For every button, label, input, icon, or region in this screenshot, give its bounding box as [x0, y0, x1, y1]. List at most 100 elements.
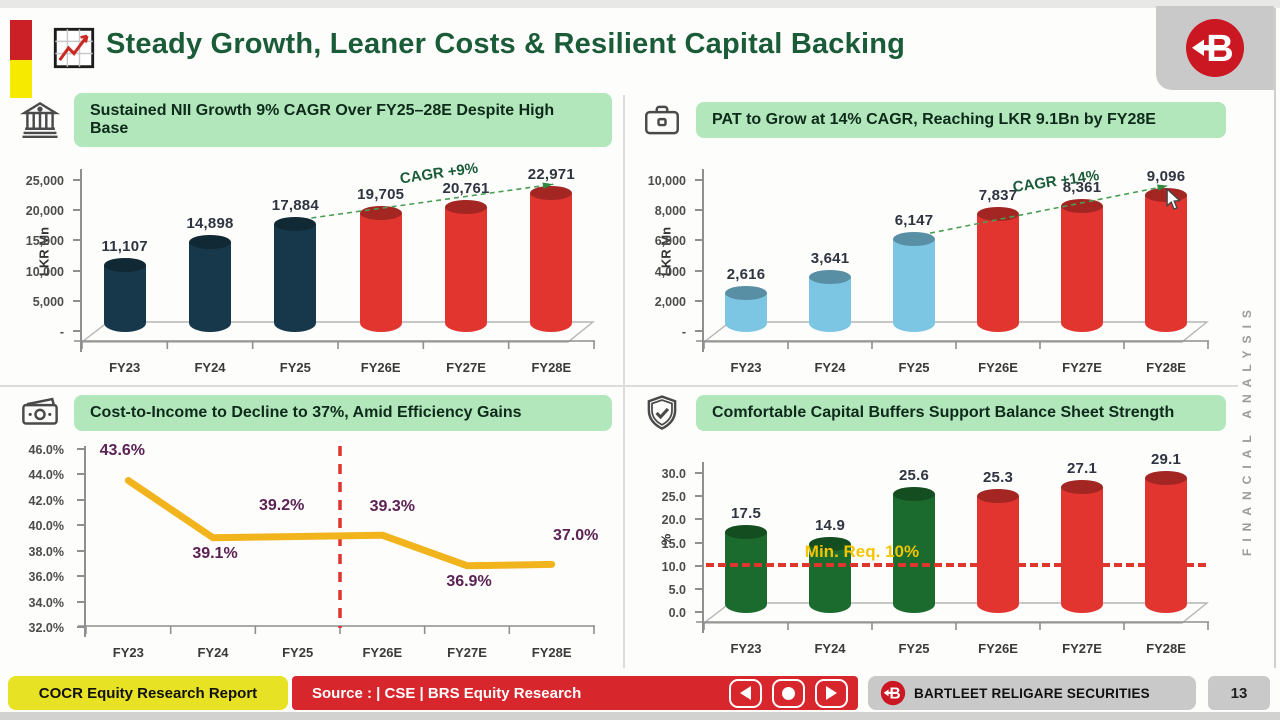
- y-tick-label: 4,000: [654, 264, 686, 279]
- y-tick-mark: [695, 495, 703, 498]
- bar-body: [359, 212, 402, 332]
- banknote-icon: [16, 390, 64, 436]
- bar-value-label: 20,761: [442, 179, 490, 197]
- y-tick-mark: [73, 299, 81, 302]
- y-tick-label: 20.0: [661, 513, 686, 528]
- point-value-label: 39.1%: [192, 544, 238, 562]
- bar-FY24: [809, 536, 851, 613]
- y-tick-mark: [695, 179, 703, 181]
- bar-top-ellipse: [977, 488, 1019, 503]
- x-tick-label: FY28E: [1146, 641, 1186, 656]
- prev-button[interactable]: [729, 678, 762, 708]
- bar-body: [809, 543, 851, 613]
- y-tick-mark: [695, 239, 703, 242]
- plot-area-nii: 11,107 FY23 14,898 FY24 17,884 FY25 19,705 FY26…: [73, 160, 595, 375]
- y-tick-mark: [695, 541, 703, 544]
- bar-value-label: 14.9: [815, 516, 845, 534]
- chart-panel-capital: Comfortable Capital Buffers Support Bala…: [630, 388, 1234, 664]
- y-tick-mark: [73, 269, 81, 272]
- y-tick-label: 40.0%: [28, 519, 64, 534]
- chart-panel-cost-to-income: Cost-to-Income to Decline to 37%, Amid E…: [8, 388, 620, 670]
- y-tick-label: 5,000: [32, 294, 64, 309]
- bar-value-label: 8,361: [1062, 178, 1102, 196]
- bar-body: [1061, 205, 1103, 332]
- x-tick-label: FY23: [109, 360, 141, 375]
- min-requirement-label: Min. Req. 10%: [804, 541, 920, 561]
- bar-FY25: [893, 487, 935, 613]
- next-button[interactable]: [815, 678, 848, 708]
- bartleet-b-logo-icon: B: [1186, 19, 1244, 77]
- x-tick-label: FY26E: [362, 645, 403, 660]
- y-tick-label: 38.0%: [28, 544, 64, 559]
- stop-button[interactable]: [772, 678, 805, 708]
- bar-top-ellipse: [359, 205, 402, 220]
- y-axis-line: [84, 446, 86, 637]
- x-tick-label: FY28E: [531, 360, 572, 375]
- x-axis-line: [696, 340, 1209, 349]
- x-tick-label: FY28E: [1146, 360, 1186, 375]
- title-accent-red: [10, 20, 32, 60]
- x-tick-label: FY26E: [360, 360, 401, 375]
- y-tick-label: -: [681, 325, 686, 339]
- bar-FY26E: [359, 205, 402, 332]
- bar-value-label: 3,641: [810, 250, 850, 268]
- y-tick-mark: [77, 448, 85, 450]
- bar-value-label: 27.1: [1067, 460, 1097, 478]
- plot-area-cost-to-income: 43.6% FY23 39.1% FY24 39.2% FY25 39.3% FY26E 36.…: [77, 442, 598, 660]
- y-tick-label: 10.0: [661, 559, 686, 574]
- cagr-arrow: [311, 182, 554, 219]
- y-axis-line: [80, 169, 82, 352]
- bar-top-ellipse: [977, 206, 1019, 221]
- x-axis-line: [74, 340, 595, 349]
- y-tick-label: 44.0%: [28, 468, 64, 483]
- chart-title-cost-to-income: Cost-to-Income to Decline to 37%, Amid E…: [74, 395, 612, 431]
- y-tick-label: 15.0: [661, 536, 686, 551]
- x-tick-label: FY27E: [447, 645, 487, 660]
- x-tick-label: FY28E: [531, 645, 572, 660]
- chart-panel-pat: PAT to Grow at 14% CAGR, Reaching LKR 9.…: [630, 95, 1234, 383]
- bar-body: [809, 277, 851, 332]
- bar-value-label: 25.3: [983, 468, 1013, 486]
- quadrant-divider-vertical: [623, 95, 625, 668]
- bar-body: [977, 213, 1019, 332]
- bar-value-label: 17.5: [731, 504, 761, 522]
- y-tick-mark: [695, 209, 703, 212]
- x-tick-label: FY23: [112, 645, 144, 660]
- x-axis-line: [78, 625, 595, 634]
- shield-check-icon: [638, 390, 686, 436]
- y-tick-label: 10,000: [25, 264, 64, 279]
- y-tick-label: 6,000: [654, 234, 686, 249]
- brand-name: BARTLEET RELIGARE SECURITIES: [914, 685, 1150, 701]
- plot-area-capital: 17.5 FY23 14.9 FY24 25.6 FY25 25.3 FY26E 27.1 FY2…: [695, 451, 1209, 656]
- x-tick-label: FY24: [814, 641, 846, 656]
- bar-value-label: 6,147: [894, 212, 934, 230]
- bar-body: [725, 531, 767, 613]
- bar-body: [1145, 478, 1187, 613]
- y-tick-mark: [77, 524, 85, 527]
- bar-FY23: [725, 285, 767, 332]
- bar-FY26E: [977, 488, 1019, 613]
- bar-FY27E: [445, 199, 487, 332]
- chart-title-pat: PAT to Grow at 14% CAGR, Reaching LKR 9.…: [696, 102, 1226, 138]
- bar-top-ellipse: [189, 235, 231, 250]
- y-axis-line: [702, 169, 704, 352]
- page-number: 13: [1208, 676, 1270, 710]
- bar-top-ellipse: [103, 257, 146, 272]
- bar-FY28E: [1145, 471, 1187, 613]
- bar-top-ellipse: [1145, 471, 1187, 486]
- bar-body: [103, 264, 146, 332]
- bar-value-label: 14,898: [186, 215, 234, 233]
- x-tick-label: FY24: [814, 360, 846, 375]
- bar-FY28E: [1145, 187, 1187, 332]
- bar-body: [1061, 487, 1103, 613]
- source-text: Source : | CSE | BRS Equity Research: [312, 684, 582, 702]
- y-tick-label: 20,000: [25, 204, 64, 219]
- bar-body: [530, 193, 573, 332]
- x-axis-line: [696, 621, 1209, 630]
- x-tick-label: FY27E: [446, 360, 486, 375]
- page-title: Steady Growth, Leaner Costs & Resilient …: [106, 28, 906, 60]
- y-tick-mark: [695, 564, 703, 567]
- bar-value-label: 29.1: [1151, 451, 1181, 469]
- bar-body: [189, 242, 231, 332]
- bar-value-label: 25.6: [899, 467, 929, 485]
